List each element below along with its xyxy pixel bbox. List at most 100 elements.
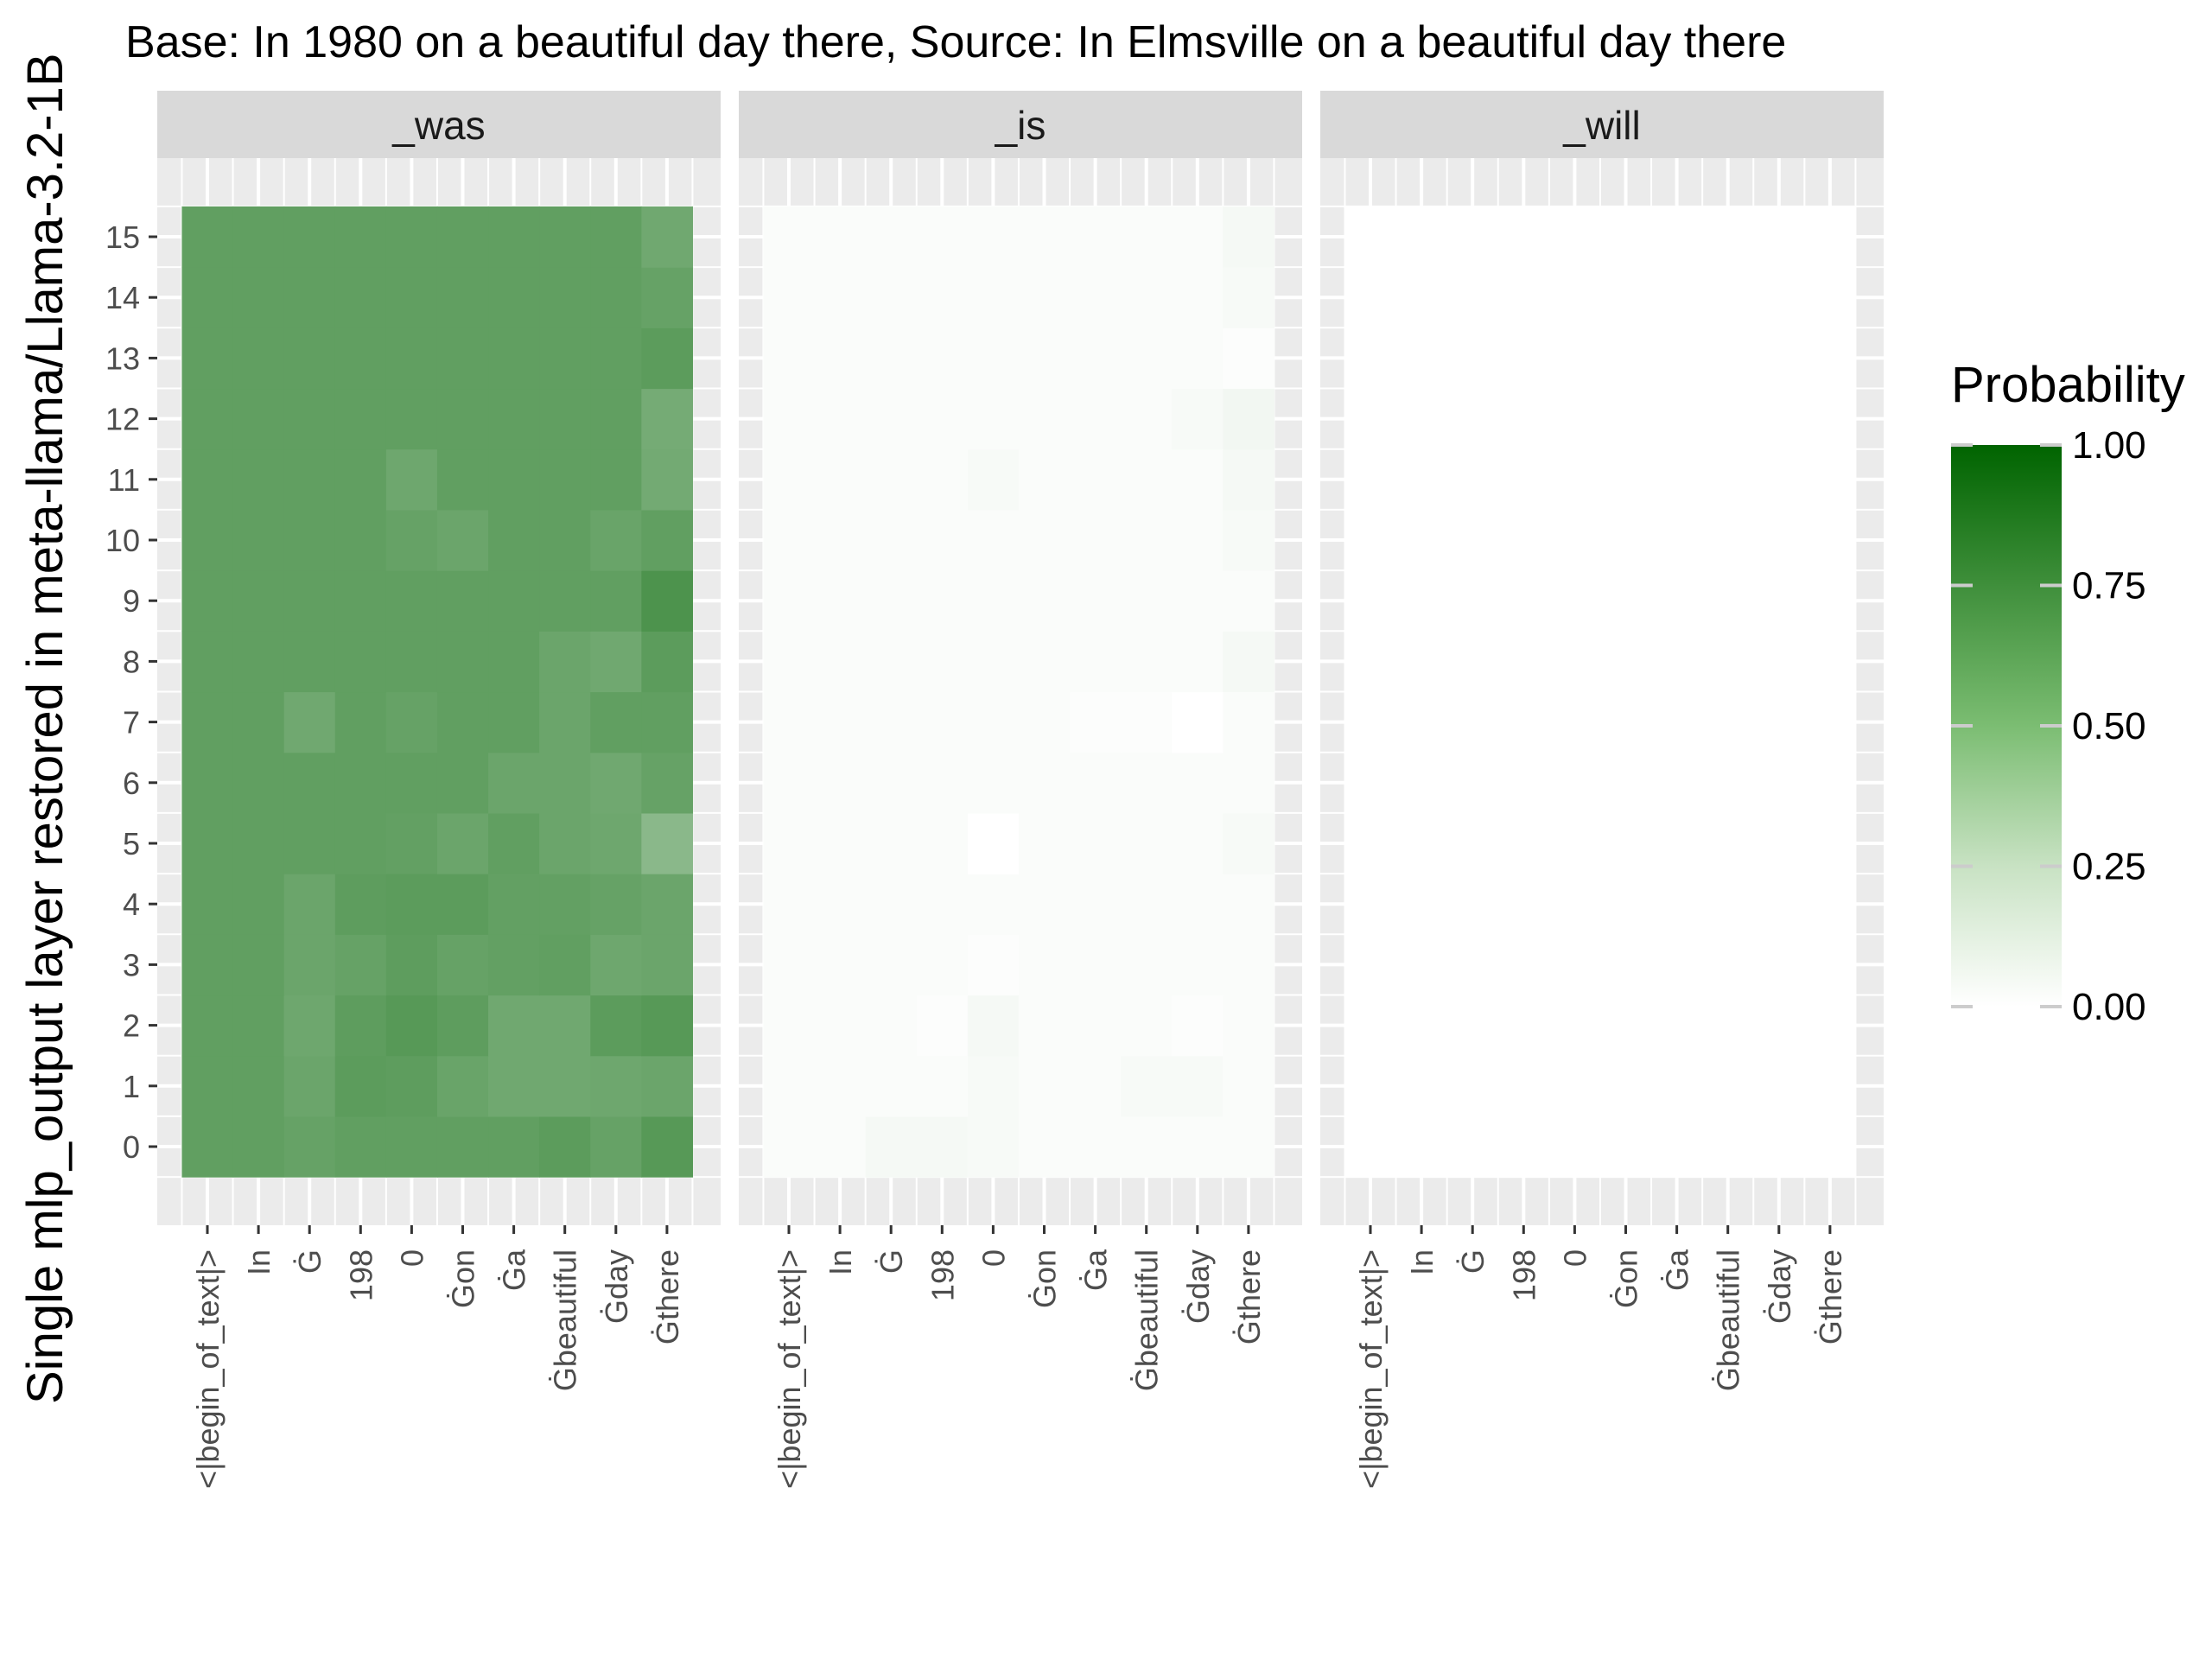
- heatmap-cell: [865, 570, 918, 632]
- heatmap-cell: [1121, 388, 1173, 450]
- legend-tick-label: 0.75: [2072, 565, 2146, 607]
- heatmap-cell: [1753, 206, 1805, 268]
- heatmap-cell: [1070, 206, 1122, 268]
- heatmap-cell: [1702, 691, 1754, 753]
- heatmap-cell: [1753, 388, 1805, 450]
- x-tick-label: Ġday: [1180, 1249, 1216, 1324]
- y-tick-label: 11: [108, 462, 140, 498]
- heatmap-cell: [1446, 388, 1499, 450]
- heatmap-cell: [1753, 448, 1805, 511]
- heatmap-cell: [641, 1116, 694, 1178]
- heatmap-cell: [763, 327, 816, 390]
- heatmap-cell: [1753, 691, 1805, 753]
- heatmap-cell: [1395, 874, 1448, 935]
- y-tick-label: 15: [105, 219, 140, 255]
- x-tick-label: In: [1404, 1249, 1440, 1275]
- heatmap-cell: [1548, 752, 1601, 814]
- heatmap-cell: [1651, 327, 1703, 390]
- heatmap-cell: [1753, 812, 1805, 874]
- heatmap-cell: [590, 874, 642, 935]
- heatmap-cell: [967, 448, 1020, 511]
- heatmap-cell: [283, 570, 336, 632]
- heatmap-cell: [1070, 1055, 1122, 1117]
- heatmap-cell: [1344, 874, 1397, 935]
- facet-strip-label: _will: [1562, 103, 1640, 148]
- heatmap-cell: [1548, 874, 1601, 935]
- heatmap-cell: [181, 995, 234, 1057]
- heatmap-cell: [967, 570, 1020, 632]
- heatmap-cell: [1223, 995, 1275, 1057]
- heatmap-cell: [385, 448, 438, 511]
- heatmap-cell: [539, 448, 591, 511]
- heatmap-cell: [1018, 267, 1071, 328]
- heatmap-cell: [488, 1116, 540, 1178]
- heatmap-cell: [1121, 1116, 1173, 1178]
- heatmap-cell: [232, 934, 285, 996]
- heatmap-cell: [763, 1116, 816, 1178]
- heatmap-cell: [1497, 267, 1550, 328]
- heatmap-cell: [590, 327, 642, 390]
- heatmap-cell: [967, 206, 1020, 268]
- heatmap-cell: [539, 934, 591, 996]
- heatmap-cell: [1446, 206, 1499, 268]
- facet-panel-will: _will <|begin_of_text|> In Ġ 198 0 Ġon Ġa Ġbeaut…: [1320, 91, 1884, 1489]
- heatmap-cell: [232, 206, 285, 268]
- heatmap-cell: [283, 509, 336, 571]
- x-tick-label: 0: [394, 1249, 429, 1267]
- heatmap-cell: [1070, 874, 1122, 935]
- heatmap-cell: [334, 631, 387, 693]
- heatmap-cell: [1018, 1055, 1071, 1117]
- heatmap-cell: [334, 327, 387, 390]
- heatmap-cell: [1702, 1055, 1754, 1117]
- heatmap-cell: [334, 388, 387, 450]
- heatmap-cell: [763, 631, 816, 693]
- heatmap-cell: [334, 509, 387, 571]
- heatmap-cell: [967, 509, 1020, 571]
- heatmap-cell: [1018, 448, 1071, 511]
- heatmap-cell: [1172, 388, 1224, 450]
- heatmap-cell: [1753, 631, 1805, 693]
- heatmap-cell: [1121, 812, 1173, 874]
- heatmap-cell: [865, 812, 918, 874]
- heatmap-cell: [916, 812, 969, 874]
- heatmap-cell: [916, 934, 969, 996]
- heatmap-cell: [1702, 631, 1754, 693]
- heatmap-cell: [641, 267, 694, 328]
- heatmap-cell: [232, 1055, 285, 1117]
- heatmap-cell: [1804, 874, 1857, 935]
- heatmap-cell: [763, 691, 816, 753]
- heatmap-cell: [436, 1116, 489, 1178]
- heatmap-cell: [1172, 327, 1224, 390]
- heatmap-cell: [1018, 206, 1071, 268]
- y-tick-label: 10: [105, 523, 140, 558]
- y-tick-label: 6: [123, 766, 140, 801]
- heatmap-cell: [488, 874, 540, 935]
- heatmap-cell: [1121, 1055, 1173, 1117]
- heatmap-cell: [1753, 1116, 1805, 1178]
- heatmap-cell: [181, 267, 234, 328]
- heatmap-cell: [1395, 631, 1448, 693]
- heatmap-cell: [814, 1116, 867, 1178]
- heatmap-cell: [232, 388, 285, 450]
- heatmap-cell: [814, 631, 867, 693]
- heatmap-cell: [1172, 1116, 1224, 1178]
- heatmap-cell: [385, 691, 438, 753]
- y-tick-label: 4: [123, 887, 140, 922]
- heatmap-cell: [590, 934, 642, 996]
- heatmap-cell: [763, 1055, 816, 1117]
- x-tick-label: Ġ: [292, 1249, 327, 1274]
- heatmap-cell: [1172, 448, 1224, 511]
- heatmap-cell: [488, 267, 540, 328]
- heatmap-cell: [641, 874, 694, 935]
- heatmap-cell: [539, 995, 591, 1057]
- heatmap-cell: [1070, 388, 1122, 450]
- heatmap-cell: [641, 570, 694, 632]
- heatmap-cell: [763, 206, 816, 268]
- heatmap-cell: [1548, 388, 1601, 450]
- heatmap-cell: [1446, 509, 1499, 571]
- heatmap-cell: [1702, 327, 1754, 390]
- heatmap-cell: [1548, 267, 1601, 328]
- heatmap-cell: [590, 691, 642, 753]
- heatmap-cell: [1753, 267, 1805, 328]
